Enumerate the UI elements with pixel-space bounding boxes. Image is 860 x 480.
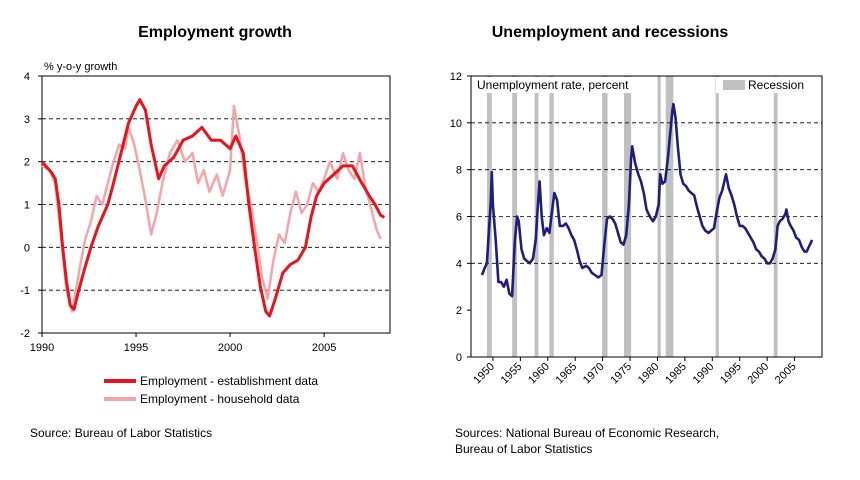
- right-x-tick-label: 1950: [471, 361, 497, 387]
- right-x-tick-label: 2000: [745, 361, 771, 387]
- left-y-tick-label: -2: [20, 328, 30, 340]
- right-source-line-1: Sources: National Bureau of Economic Res…: [455, 426, 720, 440]
- left-y-tick-label: -1: [20, 285, 30, 297]
- left-y-axis-label: % y-o-y growth: [44, 61, 117, 73]
- right-y-label-background: [474, 77, 646, 93]
- recession-band: [657, 76, 661, 357]
- left-x-tick-label: 1995: [124, 342, 148, 354]
- right-chart-title: Unemployment and recessions: [491, 24, 729, 41]
- left-x-tick-label: 1990: [30, 342, 54, 354]
- right-x-tick-label: 1995: [718, 361, 744, 387]
- legend-household-label: Employment - household data: [140, 392, 300, 406]
- right-x-tick-label: 1985: [663, 361, 689, 387]
- right-x-tick-label: 1970: [581, 361, 607, 387]
- recession-legend-swatch: [723, 80, 745, 90]
- right-x-tick-label: 1955: [499, 361, 525, 387]
- left-source-note: Source: Bureau of Labor Statistics: [30, 426, 213, 440]
- establishment-data-line: [40, 98, 386, 318]
- right-source-line-2: Bureau of Labor Statistics: [455, 442, 593, 456]
- left-chart-title: Employment growth: [138, 24, 292, 41]
- legend-establishment-label: Employment - establishment data: [140, 374, 318, 388]
- left-y-tick-label: 3: [24, 114, 30, 126]
- right-y-tick-label: 6: [456, 212, 462, 224]
- right-x-tick-label: 1980: [636, 361, 662, 387]
- right-y-tick-label: 2: [456, 305, 462, 317]
- left-y-tick-label: 4: [24, 71, 30, 83]
- right-y-axis-label: Unemployment rate, percent: [477, 78, 629, 92]
- left-x-tick-label: 2000: [218, 342, 242, 354]
- left-y-tick-label: 0: [24, 242, 30, 254]
- unemployment-rate-line: [480, 102, 814, 298]
- recession-legend-label: Recession: [748, 78, 804, 92]
- household-data-line: [41, 104, 382, 313]
- right-y-tick-label: 12: [450, 71, 462, 83]
- left-y-tick-label: 1: [24, 200, 30, 212]
- right-x-tick-label: 1960: [526, 361, 552, 387]
- right-y-tick-label: 8: [456, 165, 462, 177]
- right-y-tick-label: 10: [450, 118, 462, 130]
- right-x-tick-label: 2005: [773, 361, 799, 387]
- left-y-tick-label: 2: [24, 157, 30, 169]
- right-y-tick-label: 0: [456, 352, 462, 364]
- right-x-tick-label: 1990: [691, 361, 717, 387]
- right-x-tick-label: 1975: [608, 361, 634, 387]
- right-y-tick-label: 4: [456, 258, 462, 270]
- left-x-tick-label: 2005: [312, 342, 336, 354]
- right-x-tick-label: 1965: [554, 361, 580, 387]
